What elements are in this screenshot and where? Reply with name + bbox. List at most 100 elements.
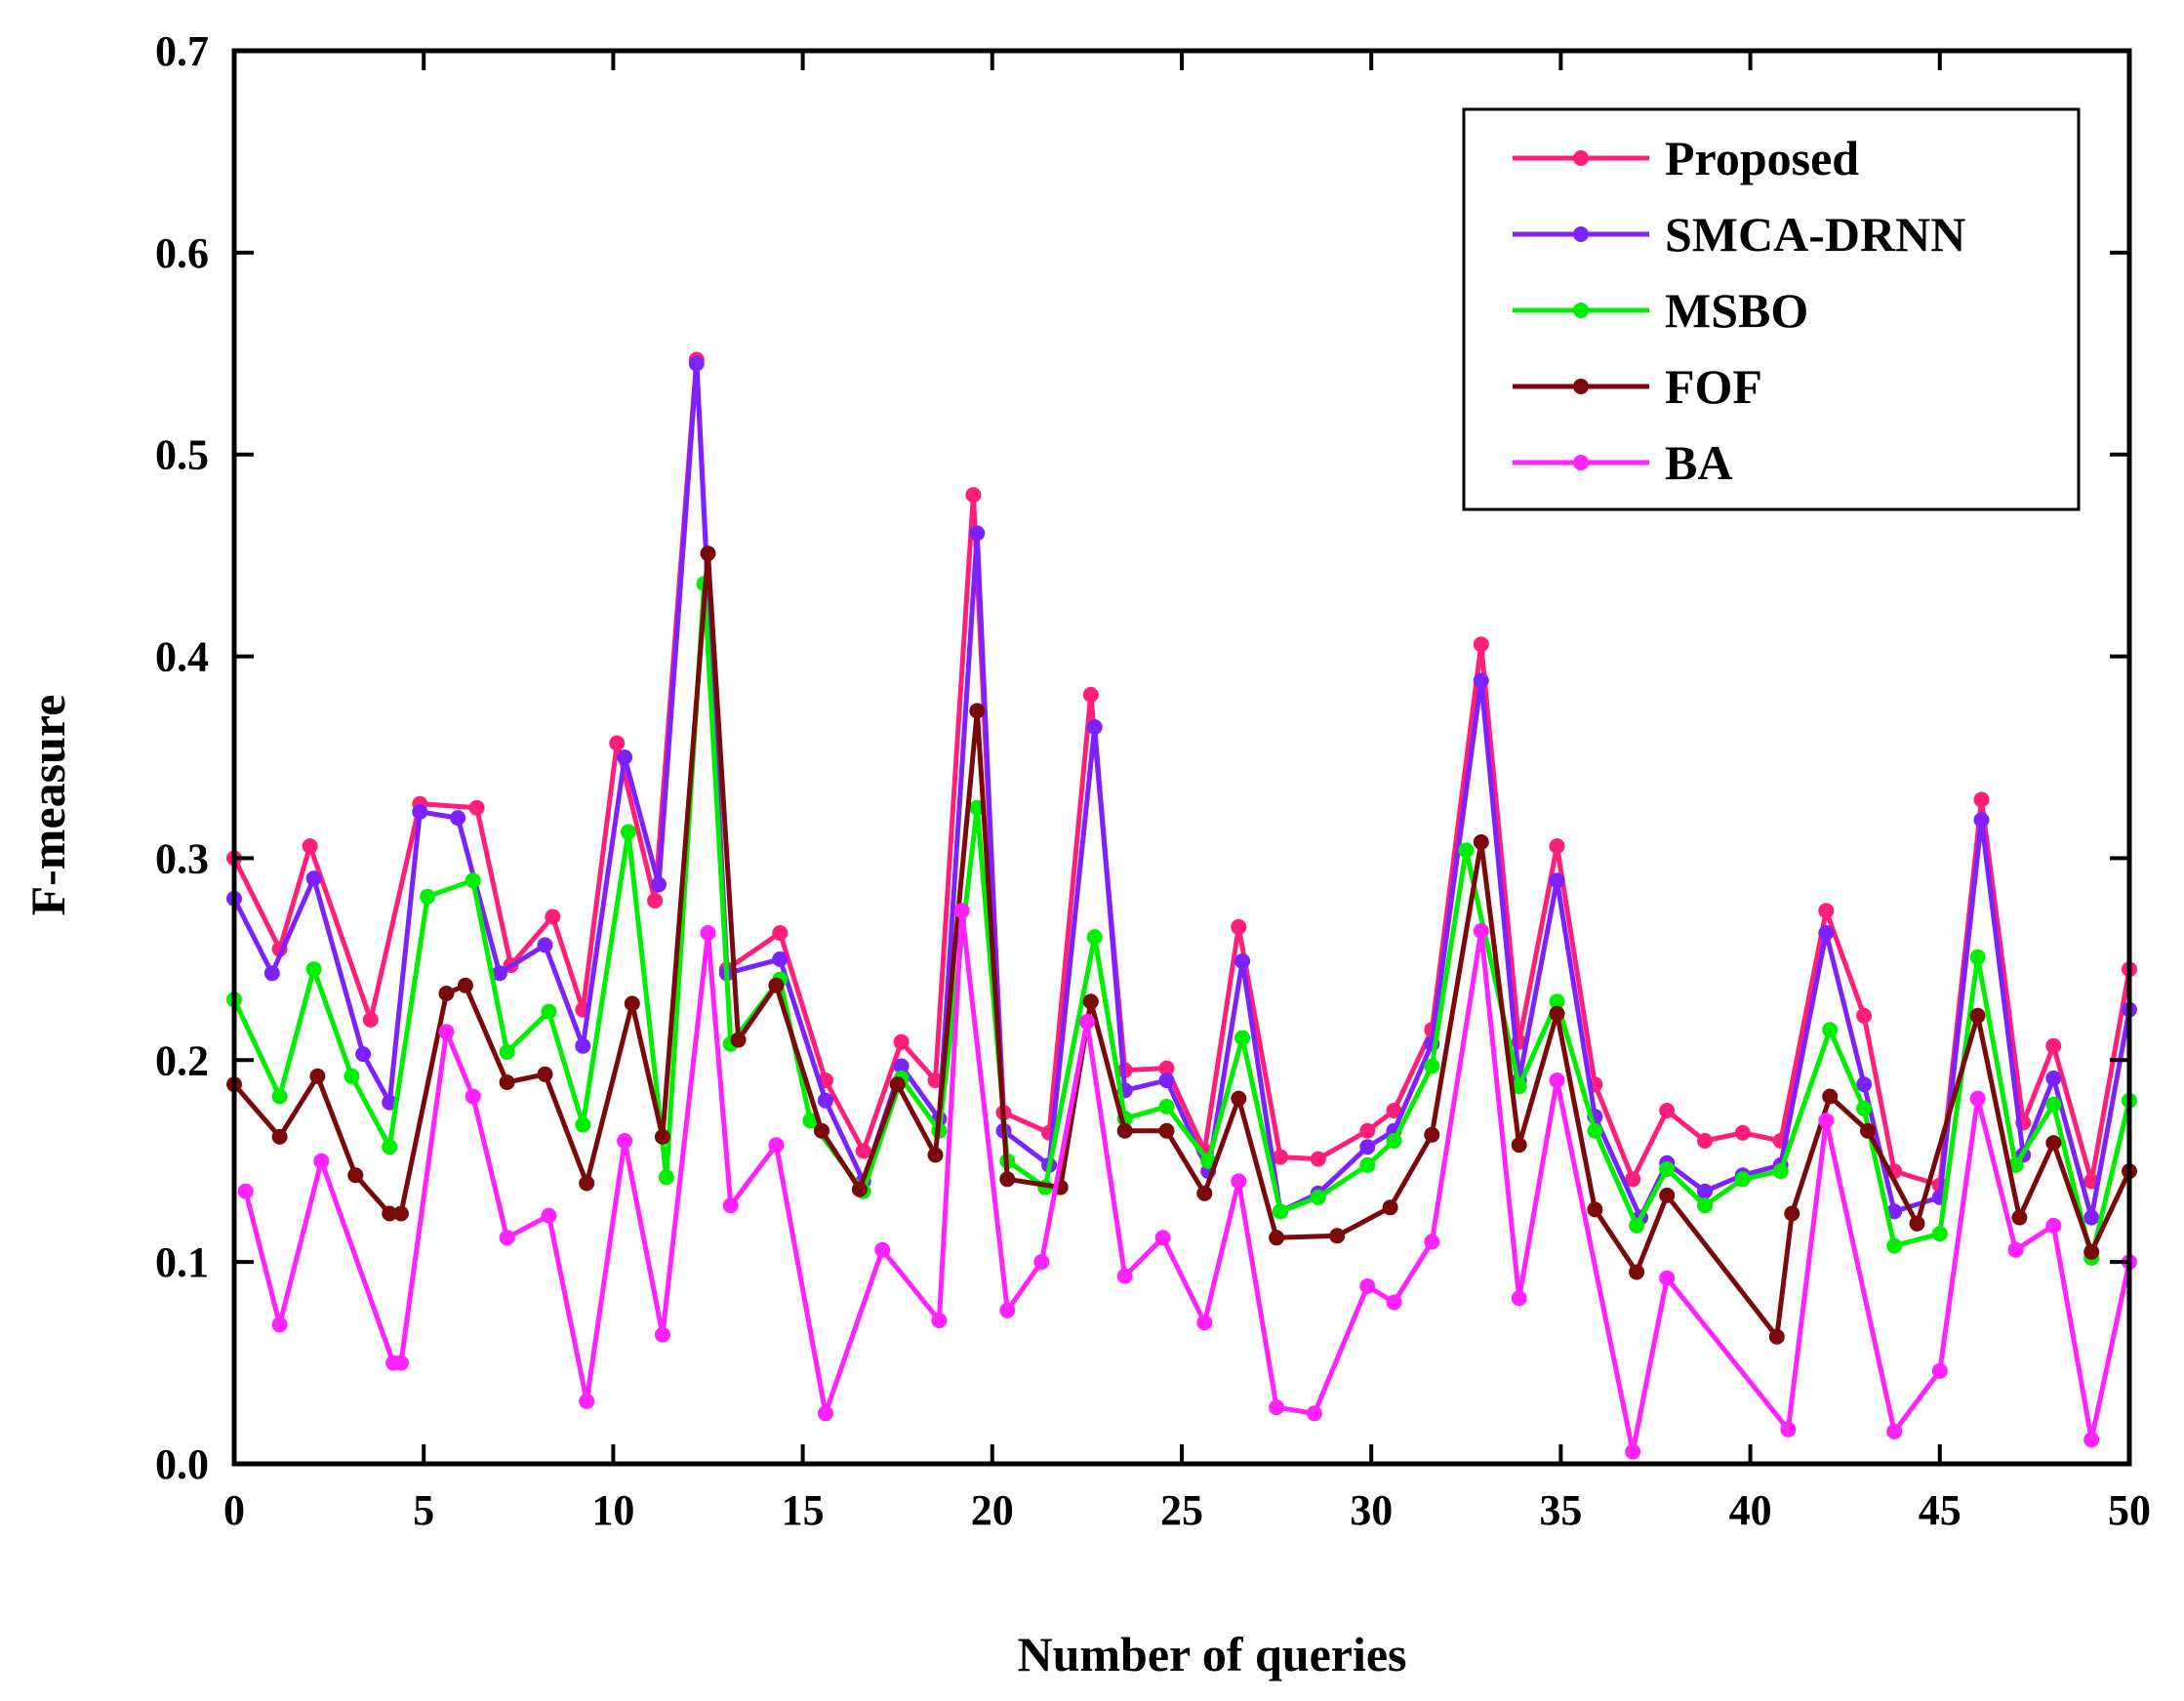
data-point: [1082, 686, 1099, 703]
y-tick-label: 0.2: [155, 1036, 209, 1084]
data-point: [2007, 1241, 2024, 1258]
data-point: [1158, 1073, 1175, 1088]
data-point: [1625, 1171, 1641, 1188]
data-point: [1458, 842, 1475, 859]
data-point: [1234, 1030, 1251, 1046]
data-point: [1154, 1230, 1171, 1246]
data-point: [927, 1147, 944, 1163]
data-point: [1734, 1124, 1751, 1141]
data-point: [1196, 1315, 1213, 1331]
y-tick-label: 0.0: [155, 1440, 209, 1488]
x-tick-label: 35: [1539, 1486, 1582, 1534]
data-point: [817, 1092, 833, 1109]
legend-swatch-marker: [1573, 150, 1589, 166]
data-point: [768, 1137, 785, 1154]
data-point: [271, 1088, 288, 1105]
data-point: [1549, 1005, 1565, 1022]
series-2: [226, 576, 2137, 1266]
data-point: [969, 703, 986, 719]
data-point: [658, 1169, 674, 1186]
data-point: [1473, 636, 1489, 653]
data-point: [1886, 1237, 1903, 1254]
x-tick-label: 50: [2108, 1486, 2151, 1534]
y-tick-label: 0.7: [155, 27, 209, 75]
data-point: [305, 871, 322, 887]
data-point: [855, 1143, 871, 1159]
data-point: [1818, 1113, 1835, 1129]
y-tick-label: 0.3: [155, 834, 209, 882]
y-tick-label: 0.4: [155, 633, 209, 681]
data-point: [1549, 872, 1565, 889]
legend-entry: SMCA-DRNN: [1513, 207, 1965, 262]
legend-swatch-marker: [1573, 303, 1589, 318]
data-point: [2045, 1070, 2062, 1086]
data-point: [1697, 1197, 1713, 1214]
data-point: [1082, 993, 1099, 1010]
data-point: [1382, 1199, 1398, 1216]
data-point: [537, 937, 553, 953]
data-point: [545, 909, 561, 925]
data-point: [263, 965, 280, 982]
data-point: [438, 986, 455, 1001]
data-point: [537, 1066, 553, 1082]
legend-label: Proposed: [1665, 131, 1859, 185]
data-point: [1629, 1217, 1645, 1234]
data-point: [1784, 1205, 1800, 1222]
data-point: [1780, 1421, 1797, 1438]
data-point: [893, 1058, 910, 1074]
series-3: [226, 546, 2137, 1345]
data-point: [1359, 1278, 1376, 1294]
data-point: [730, 1032, 747, 1048]
x-tick-label: 5: [413, 1486, 434, 1534]
data-point: [1424, 1126, 1440, 1143]
data-point: [874, 1241, 891, 1258]
data-point: [722, 1197, 739, 1214]
data-point: [624, 995, 640, 1012]
y-tick-label: 0.1: [155, 1238, 209, 1286]
data-point: [817, 1405, 833, 1422]
legend-label: BA: [1665, 435, 1732, 490]
data-point: [1931, 1226, 1948, 1242]
data-point: [1158, 1060, 1175, 1076]
data-point: [768, 977, 785, 993]
data-point: [382, 1205, 398, 1222]
data-point: [1909, 1215, 1925, 1232]
data-point: [851, 1181, 868, 1197]
x-tick-label: 20: [971, 1486, 1014, 1534]
data-point: [1822, 1088, 1839, 1105]
legend-entry: Proposed: [1513, 131, 1859, 185]
data-point: [1856, 1076, 1873, 1093]
series-4: [237, 903, 2137, 1460]
data-point: [1860, 1122, 1876, 1139]
data-point: [1078, 1014, 1095, 1030]
data-point: [1473, 922, 1489, 939]
data-point: [953, 903, 970, 919]
data-point: [237, 1183, 254, 1199]
data-point: [893, 1033, 910, 1050]
data-point: [541, 1207, 557, 1224]
data-point: [1856, 1007, 1873, 1024]
data-point: [1231, 1090, 1247, 1107]
data-point: [1659, 1161, 1676, 1177]
data-point: [620, 824, 636, 840]
data-point: [654, 1128, 670, 1145]
data-point: [541, 1003, 557, 1020]
data-point: [651, 876, 667, 893]
data-point: [969, 525, 986, 542]
legend-swatch-marker: [1573, 379, 1589, 394]
data-point: [382, 1139, 398, 1155]
data-point: [1697, 1133, 1713, 1149]
data-point: [465, 1088, 481, 1105]
legend-label: FOF: [1665, 359, 1762, 414]
data-point: [1697, 1183, 1713, 1199]
series-line: [243, 908, 2132, 1455]
data-point: [999, 1302, 1016, 1318]
data-point: [889, 1076, 906, 1093]
data-point: [499, 1044, 515, 1060]
data-point: [1886, 1423, 1903, 1439]
x-tick-label: 0: [223, 1486, 245, 1534]
data-point: [700, 925, 716, 941]
x-tick-label: 15: [782, 1486, 825, 1534]
data-point: [1086, 719, 1103, 735]
